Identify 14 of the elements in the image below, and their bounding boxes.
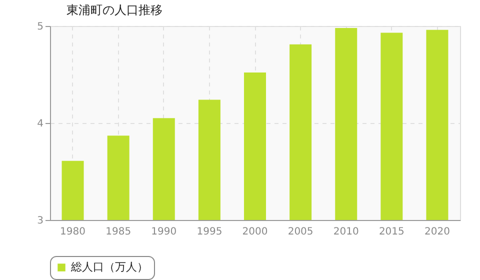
y-tick-label: 5 xyxy=(37,22,44,32)
x-tick-label: 1995 xyxy=(196,226,222,238)
x-tick-label: 2005 xyxy=(288,226,314,238)
x-tick-label: 2000 xyxy=(242,226,268,238)
y-tick-label: 4 xyxy=(37,118,44,130)
chart-title: 東浦町の人口推移 xyxy=(66,3,163,17)
y-tick-label: 3 xyxy=(37,216,44,226)
x-tick-label: 1985 xyxy=(106,226,132,238)
legend-label: 総人口（万人） xyxy=(70,260,148,274)
x-tick-label: 2010 xyxy=(333,226,359,238)
x-tick-label: 2015 xyxy=(378,226,404,238)
x-tick-label: 1990 xyxy=(151,226,177,238)
x-tick-label: 2020 xyxy=(424,226,450,238)
x-tick-label: 1980 xyxy=(60,226,86,238)
